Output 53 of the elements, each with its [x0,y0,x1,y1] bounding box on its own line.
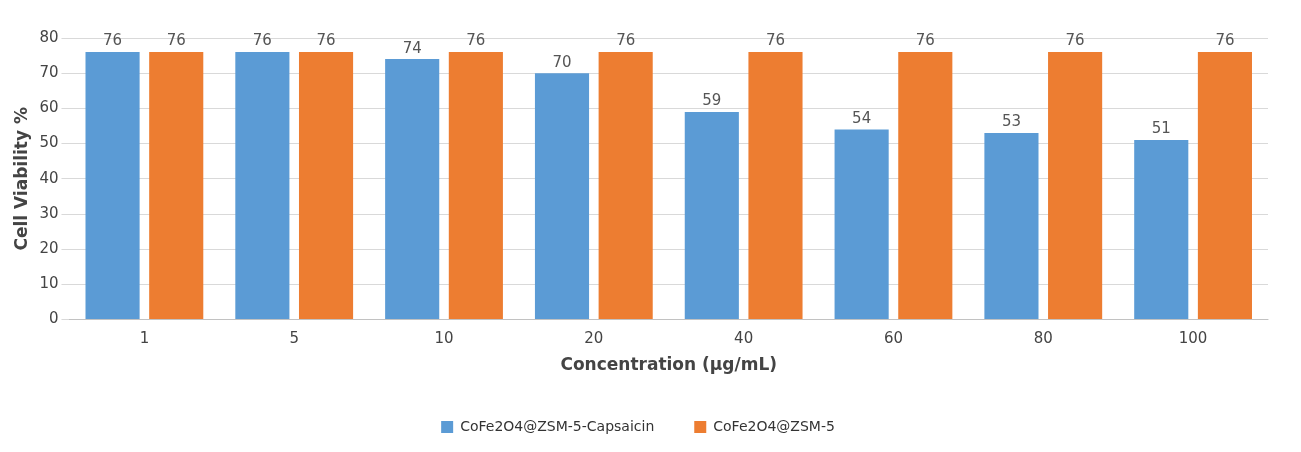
y-tick-label: 20 [39,239,59,258]
bar [149,52,204,320]
y-tick-label: 70 [39,63,59,82]
bar [598,52,653,320]
bar [448,52,503,320]
y-axis-title: Cell Viability % [10,107,31,251]
y-tick-label: 0 [48,309,59,328]
bar [235,52,290,320]
data-label: 76 [915,31,935,50]
data-label: 76 [1215,31,1235,50]
data-label: 54 [852,108,872,127]
x-tick-label: 10 [434,329,454,348]
x-tick-label: 1 [139,329,150,348]
bar [385,59,440,320]
x-tick-label: 20 [584,329,604,348]
data-label: 76 [252,31,272,50]
y-tick-label: 10 [39,274,59,293]
x-tick-label: 60 [883,329,904,348]
x-tick-label: 100 [1178,329,1208,348]
bar [748,52,803,320]
bar [898,52,953,320]
x-axis-title: Concentration (μg/mL) [560,354,778,375]
bar [834,129,889,320]
bar [1134,140,1189,320]
data-label: 76 [103,31,123,50]
data-label: 76 [166,31,186,50]
data-label: 76 [466,31,486,50]
y-tick-label: 40 [39,168,59,187]
data-label: 53 [1001,112,1021,131]
data-label: 59 [702,91,722,110]
bar [984,133,1039,320]
y-tick-label: 30 [39,203,59,222]
x-tick-label: 80 [1033,329,1053,348]
data-label: 74 [402,38,422,57]
data-label: 76 [316,31,336,50]
data-label: 76 [1065,31,1085,50]
bar [85,52,140,320]
x-tick-label: 5 [289,329,299,348]
bar [684,111,739,320]
x-tick-label: 40 [734,329,754,348]
y-tick-label: 80 [39,27,59,46]
data-label: 70 [552,52,572,71]
legend-label: CoFe2O4@ZSM-5-Capsaicin [460,417,655,434]
bar [534,73,590,320]
bar [1197,52,1252,320]
data-label: 76 [616,31,636,50]
bar [1048,52,1103,320]
data-label: 51 [1151,119,1171,138]
data-label: 76 [765,31,786,50]
y-tick-label: 50 [39,133,59,152]
y-tick-label: 60 [39,98,59,117]
legend-label: CoFe2O4@ZSM-5 [713,417,835,434]
bar [298,52,354,320]
